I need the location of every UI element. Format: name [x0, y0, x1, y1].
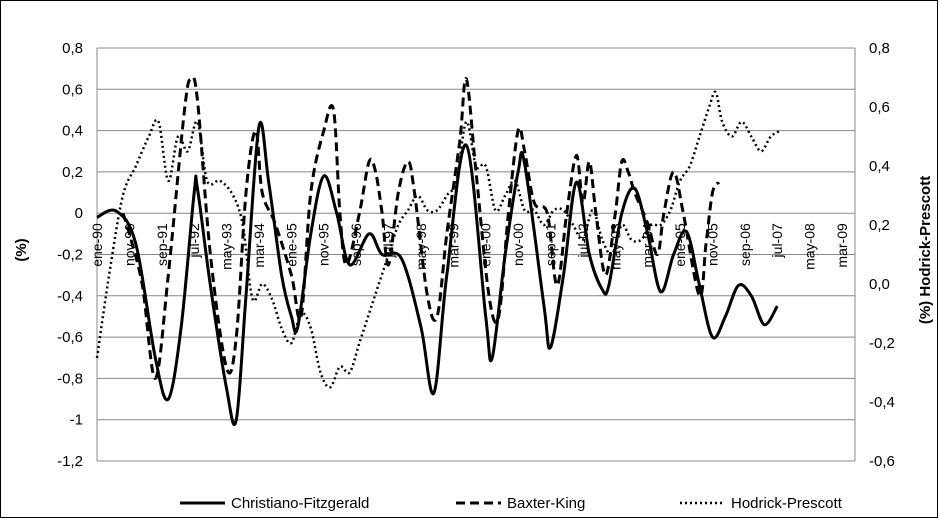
legend-label: Baxter-King [507, 495, 585, 512]
x-tick-label: jul-07 [769, 223, 785, 258]
right-tick-label: 0,2 [869, 217, 890, 234]
x-tick-label: sep-01 [543, 223, 559, 266]
right-tick-label: -0,6 [869, 453, 895, 470]
right-tick-label: 0,6 [869, 99, 890, 116]
left-tick-label: -0,2 [57, 247, 83, 264]
left-tick-label: -0,4 [57, 288, 83, 305]
x-tick-label: mar-94 [251, 223, 267, 268]
right-axis-title: (%) Hodrick-Prescott [917, 176, 934, 324]
left-tick-label: -1 [70, 412, 83, 429]
legend: Christiano-Fitzgerald Baxter-King Hodrick-… [180, 495, 843, 512]
x-tick-label: nov-00 [510, 223, 526, 266]
x-tick-label: ene-05 [672, 223, 688, 267]
x-tick-label: ene-95 [283, 223, 299, 267]
x-tick-label: sep-91 [154, 223, 170, 266]
left-tick-label: -1,2 [57, 453, 83, 470]
x-tick-label: sep-06 [737, 223, 753, 266]
right-axis-ticks: 0,8 0,6 0,4 0,2 0,0 -0,2 -0,4 -0,6 [869, 40, 895, 470]
left-tick-label: 0,6 [62, 81, 83, 98]
x-tick-label: sep-96 [348, 223, 364, 266]
legend-label: Hodrick-Prescott [731, 495, 843, 512]
left-axis-title: (%) [13, 238, 30, 261]
right-tick-label: 0,0 [869, 276, 890, 293]
series-christiano-fitzgerald-line [96, 121, 779, 427]
left-tick-label: 0 [75, 205, 83, 222]
left-tick-label: 0,8 [62, 40, 83, 57]
legend-label: Christiano-Fitzgerald [231, 495, 369, 512]
left-tick-label: 0,2 [62, 164, 83, 181]
x-tick-label: may-93 [219, 223, 235, 270]
x-tick-label: mar-09 [834, 223, 850, 268]
left-axis-ticks: 0,8 0,6 0,4 0,2 0 -0,2 -0,4 -0,6 -0,8 -1 -1,2 [57, 40, 83, 470]
x-tick-label: nov-95 [316, 223, 332, 266]
left-tick-label: 0,4 [62, 123, 83, 140]
right-tick-label: -0,4 [869, 394, 895, 411]
series-baxter-king-line [121, 75, 721, 380]
x-tick-label: ene-90 [89, 223, 105, 267]
series-lines [95, 75, 782, 427]
right-tick-label: -0,2 [869, 335, 895, 352]
left-tick-label: -0,6 [57, 329, 83, 346]
right-tick-label: 0,8 [869, 40, 890, 57]
left-tick-label: -0,8 [57, 370, 83, 387]
right-tick-label: 0,4 [869, 158, 890, 175]
x-tick-label: may-08 [802, 223, 818, 270]
